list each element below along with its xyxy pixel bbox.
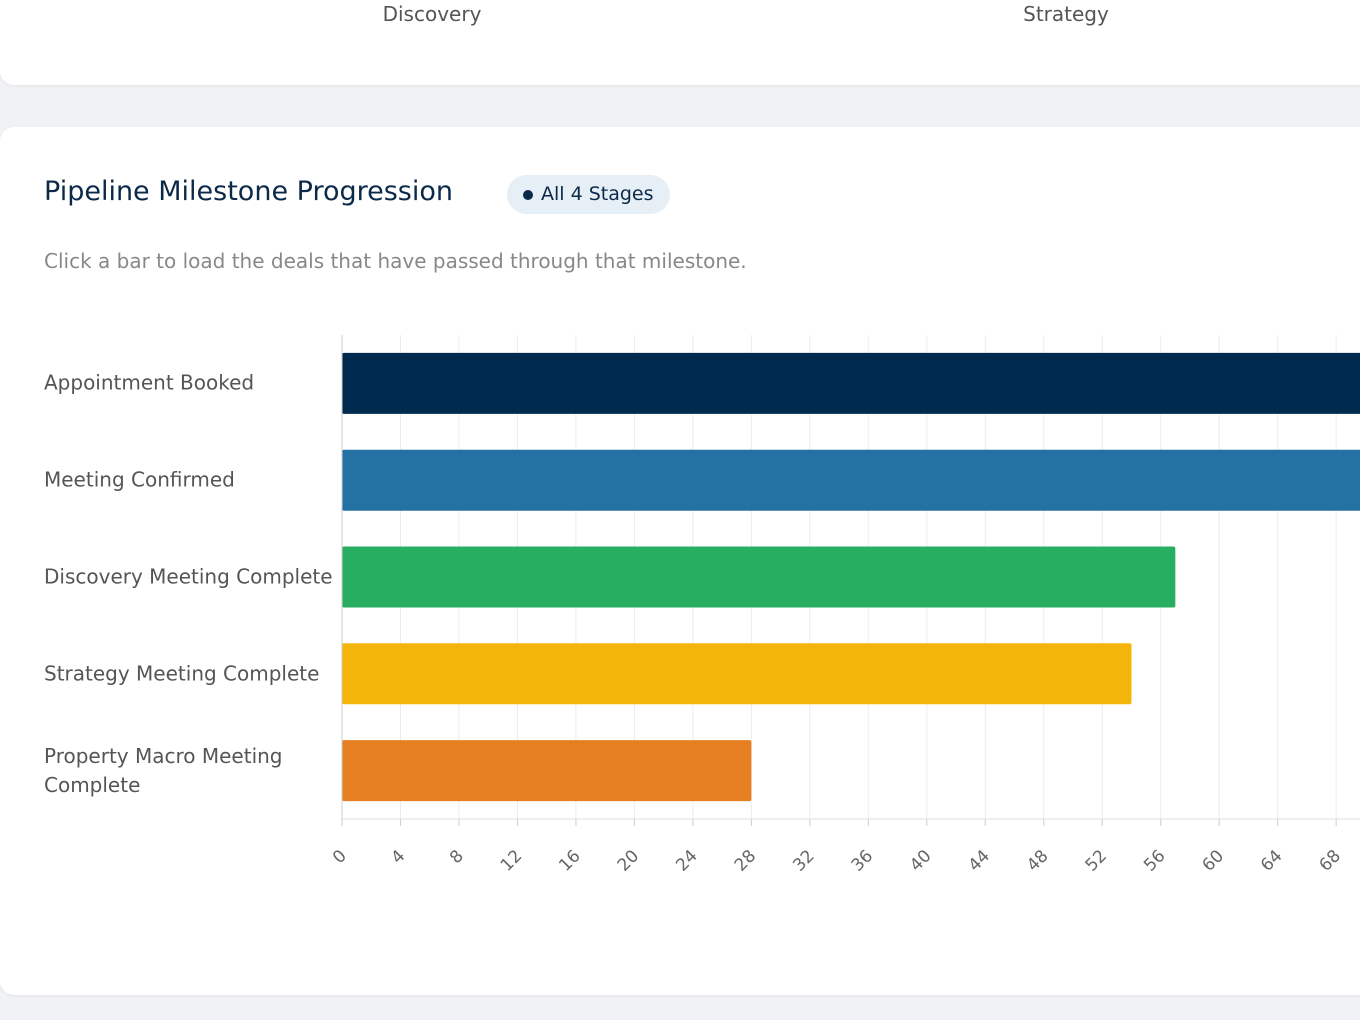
x-tick-label: 64: [1257, 846, 1286, 875]
stage-label: Strategy: [1023, 2, 1109, 26]
top-card: [0, 0, 1360, 85]
category-label: Discovery Meeting Complete: [44, 564, 333, 589]
x-tick-label: 8: [446, 846, 468, 868]
x-tick-label: 0: [329, 846, 351, 868]
x-tick-label: 68: [1316, 846, 1345, 875]
x-tick-label: 28: [731, 846, 760, 875]
bar[interactable]: [342, 449, 1360, 511]
x-tick-label: 32: [789, 846, 818, 875]
x-tick-label: 12: [497, 846, 526, 875]
x-tick-label: 16: [555, 846, 584, 875]
x-tick-label: 52: [1082, 846, 1111, 875]
bar[interactable]: [342, 643, 1132, 705]
x-tick-label: 20: [614, 846, 643, 875]
x-tick-label: 36: [848, 846, 877, 875]
bar[interactable]: [342, 546, 1176, 608]
x-tick-label: 60: [1199, 846, 1228, 875]
category-label: Appointment Booked: [44, 370, 255, 395]
x-tick-label: 4: [388, 846, 410, 868]
bar[interactable]: [342, 352, 1360, 414]
chart-subtitle: Click a bar to load the deals that have …: [44, 249, 747, 273]
x-tick-label: 40: [906, 846, 935, 875]
stage-badge[interactable]: All 4 Stages: [507, 175, 670, 214]
badge-text: All 4 Stages: [541, 183, 654, 205]
chart-title: Pipeline Milestone Progression: [44, 176, 453, 207]
x-tick-label: 44: [965, 846, 994, 875]
x-tick-label: 56: [1140, 846, 1169, 875]
category-label: Property Macro Meeting Complete: [44, 743, 283, 797]
badge-dot: [523, 189, 533, 200]
category-label: Strategy Meeting Complete: [44, 661, 320, 686]
category-label: Meeting Confirmed: [44, 467, 235, 492]
x-tick-label: 24: [672, 846, 701, 875]
bar[interactable]: [342, 740, 752, 802]
stage-label: Discovery: [382, 2, 482, 26]
x-tick-label: 48: [1023, 846, 1052, 875]
